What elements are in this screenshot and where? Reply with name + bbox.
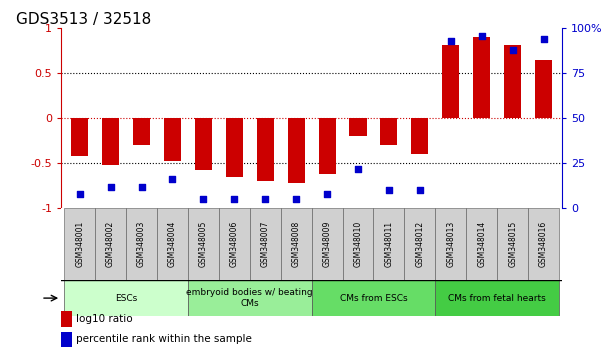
Bar bbox=[343, 208, 373, 280]
Bar bbox=[288, 118, 305, 183]
Bar bbox=[349, 118, 367, 136]
Text: GDS3513 / 32518: GDS3513 / 32518 bbox=[16, 12, 152, 27]
Bar bbox=[250, 208, 280, 280]
Bar bbox=[318, 118, 335, 174]
Text: GSM348003: GSM348003 bbox=[137, 221, 146, 267]
Point bbox=[199, 196, 208, 202]
Bar bbox=[164, 118, 181, 161]
Bar bbox=[95, 208, 126, 280]
Point bbox=[106, 184, 115, 189]
Bar bbox=[61, 331, 72, 347]
Bar bbox=[535, 60, 552, 118]
Text: log10 ratio: log10 ratio bbox=[76, 314, 133, 324]
Text: GSM348016: GSM348016 bbox=[539, 221, 548, 267]
Text: GSM348011: GSM348011 bbox=[384, 221, 393, 267]
Text: GSM348015: GSM348015 bbox=[508, 221, 517, 267]
Point bbox=[353, 166, 363, 171]
Text: percentile rank within the sample: percentile rank within the sample bbox=[76, 334, 252, 344]
Bar bbox=[411, 118, 428, 154]
Bar bbox=[64, 208, 95, 280]
Text: GSM348005: GSM348005 bbox=[199, 221, 208, 267]
Point bbox=[137, 184, 147, 189]
Point bbox=[291, 196, 301, 202]
Bar bbox=[435, 208, 466, 280]
Bar bbox=[188, 280, 312, 316]
Text: GSM348009: GSM348009 bbox=[323, 221, 332, 267]
Point bbox=[477, 33, 486, 38]
Text: GSM348006: GSM348006 bbox=[230, 221, 239, 267]
Text: GSM348001: GSM348001 bbox=[75, 221, 84, 267]
Point bbox=[539, 36, 549, 42]
Point bbox=[322, 191, 332, 196]
Point bbox=[75, 191, 84, 196]
Bar bbox=[219, 208, 250, 280]
Text: GSM348013: GSM348013 bbox=[446, 221, 455, 267]
Point bbox=[229, 196, 239, 202]
Bar bbox=[188, 208, 219, 280]
Bar bbox=[195, 118, 212, 170]
Bar bbox=[71, 118, 88, 156]
Bar bbox=[280, 208, 312, 280]
Bar bbox=[528, 208, 559, 280]
Bar bbox=[473, 37, 490, 118]
Point bbox=[260, 196, 270, 202]
Point bbox=[167, 177, 177, 182]
Text: embryoid bodies w/ beating
CMs: embryoid bodies w/ beating CMs bbox=[186, 289, 313, 308]
Point bbox=[384, 187, 394, 193]
Point bbox=[446, 38, 456, 44]
Bar bbox=[404, 208, 435, 280]
Text: GSM348002: GSM348002 bbox=[106, 221, 115, 267]
Text: CMs from ESCs: CMs from ESCs bbox=[340, 293, 408, 303]
Bar bbox=[257, 118, 274, 181]
Point bbox=[508, 47, 518, 53]
Bar bbox=[64, 280, 188, 316]
Text: CMs from fetal hearts: CMs from fetal hearts bbox=[448, 293, 546, 303]
Bar bbox=[312, 280, 435, 316]
Bar bbox=[126, 208, 157, 280]
Bar bbox=[466, 208, 497, 280]
Bar bbox=[381, 118, 397, 145]
Bar bbox=[102, 118, 119, 165]
Bar bbox=[373, 208, 404, 280]
Text: ESCs: ESCs bbox=[115, 293, 137, 303]
Bar bbox=[504, 45, 521, 118]
Bar bbox=[312, 208, 343, 280]
Bar bbox=[442, 45, 459, 118]
Bar bbox=[157, 208, 188, 280]
Text: GSM348012: GSM348012 bbox=[415, 221, 425, 267]
Point bbox=[415, 187, 425, 193]
Text: GSM348014: GSM348014 bbox=[477, 221, 486, 267]
Text: GSM348008: GSM348008 bbox=[291, 221, 301, 267]
Bar bbox=[226, 118, 243, 177]
Bar bbox=[497, 208, 528, 280]
Text: GSM348007: GSM348007 bbox=[261, 221, 269, 267]
Bar bbox=[435, 280, 559, 316]
Bar bbox=[61, 312, 72, 327]
Bar bbox=[133, 118, 150, 145]
Text: GSM348010: GSM348010 bbox=[354, 221, 362, 267]
Text: GSM348004: GSM348004 bbox=[168, 221, 177, 267]
